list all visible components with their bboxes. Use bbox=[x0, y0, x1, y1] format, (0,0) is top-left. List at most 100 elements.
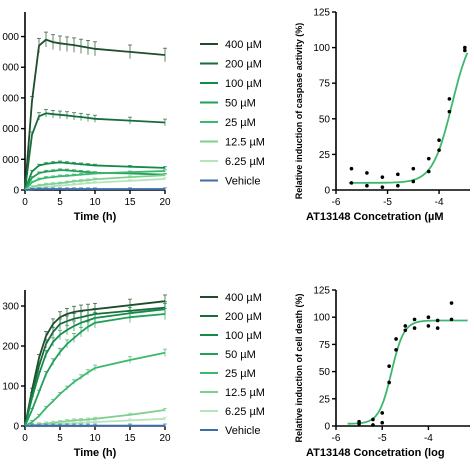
data-point bbox=[380, 175, 385, 179]
data-point bbox=[412, 326, 417, 330]
x-tick-label: -4 bbox=[424, 433, 433, 444]
y-tick-label: 0 bbox=[13, 186, 19, 197]
y-tick-label: 100 bbox=[313, 313, 330, 324]
y-tick-label: 0 bbox=[324, 422, 330, 433]
data-point bbox=[349, 181, 354, 185]
data-point bbox=[396, 172, 400, 177]
data-point bbox=[411, 166, 416, 171]
x-tick-label: 10 bbox=[89, 433, 101, 444]
y-axis-label: Relative induction of caspase activity (… bbox=[294, 23, 304, 200]
data-point bbox=[437, 138, 441, 142]
data-point bbox=[371, 423, 375, 427]
x-tick-label: 5 bbox=[57, 433, 63, 444]
legend-label: 200 µM bbox=[225, 311, 262, 323]
legend-label: 100 µM bbox=[225, 330, 262, 342]
x-tick-label: 20 bbox=[159, 433, 171, 444]
data-point bbox=[426, 315, 431, 320]
legend-label: 6.25 µM bbox=[225, 406, 265, 418]
data-point bbox=[412, 317, 417, 322]
data-point bbox=[426, 156, 431, 161]
x-tick-label: 0 bbox=[22, 433, 28, 444]
chart-caspase-dose: 0 25 50 75 100 125 -6 -5 -4 AT13148 Concetration … bbox=[294, 8, 470, 223]
x-tick-label: -6 bbox=[332, 197, 341, 208]
data-point bbox=[426, 324, 431, 328]
series-line-1 bbox=[24, 112, 166, 191]
data-point bbox=[394, 337, 398, 341]
x-tick-label: -6 bbox=[332, 433, 341, 444]
y-tick-label: 300 bbox=[2, 302, 19, 313]
y-tick-label: 200 bbox=[2, 342, 19, 353]
legend-label: 100 µM bbox=[225, 78, 262, 90]
y-axis-label: Relative induction of cell death (%) bbox=[294, 293, 304, 442]
chart-death-dose: 0 25 50 75 100 125 -6 -5 -4 AT13148 Concetration … bbox=[294, 286, 470, 459]
data-point bbox=[365, 171, 369, 175]
data-point bbox=[387, 364, 391, 368]
y-tick-label: 000 bbox=[2, 124, 19, 135]
series-line-4 bbox=[24, 351, 166, 427]
legend-label: 50 µM bbox=[225, 349, 256, 361]
series-line-7 bbox=[24, 188, 165, 191]
y-tick-label: 000 bbox=[2, 155, 19, 166]
chart-death-time: 0 100 200 300 0 5 10 15 20 Time (h) 400 µM 200 µM 10… bbox=[2, 290, 265, 459]
legend-label: 50 µM bbox=[225, 98, 256, 110]
data-point bbox=[380, 411, 385, 415]
y-tick-label: 000 bbox=[2, 63, 19, 74]
data-point bbox=[411, 179, 416, 184]
legend-label: 6.25 µM bbox=[225, 156, 265, 168]
data-point bbox=[349, 166, 354, 171]
y-tick-label: 125 bbox=[313, 8, 330, 19]
data-point bbox=[357, 419, 361, 424]
x-tick-label: 15 bbox=[124, 197, 136, 208]
series-line-2 bbox=[24, 161, 166, 191]
y-tick-label: 75 bbox=[319, 79, 331, 90]
data-point bbox=[394, 348, 398, 352]
x-axis-label: Time (h) bbox=[74, 211, 117, 223]
fit-curve bbox=[348, 52, 469, 184]
x-tick-label: -4 bbox=[435, 197, 444, 208]
data-point bbox=[426, 169, 431, 174]
y-tick-label: 75 bbox=[319, 340, 331, 351]
y-tick-label: 0 bbox=[324, 186, 330, 197]
data-point bbox=[403, 328, 408, 333]
series-line-3 bbox=[24, 313, 166, 427]
data-point bbox=[437, 148, 441, 152]
y-tick-label: 25 bbox=[319, 150, 331, 161]
x-tick-label: 10 bbox=[89, 197, 101, 208]
data-point bbox=[435, 318, 440, 323]
data-point bbox=[447, 97, 452, 101]
data-point bbox=[449, 301, 454, 305]
y-tick-label: 100 bbox=[2, 382, 19, 393]
series-line-0 bbox=[24, 38, 166, 191]
legend-label: Vehicle bbox=[225, 425, 260, 437]
legend-label: 12.5 µM bbox=[225, 387, 265, 399]
x-tick-label: 15 bbox=[124, 433, 136, 444]
data-point bbox=[396, 183, 400, 188]
data-point bbox=[380, 185, 385, 189]
x-tick-label: -5 bbox=[383, 197, 392, 208]
x-tick-label: 0 bbox=[22, 197, 28, 208]
data-point bbox=[380, 420, 385, 425]
data-point bbox=[435, 326, 440, 330]
y-tick-label: 25 bbox=[319, 394, 331, 405]
fit-curve bbox=[347, 319, 468, 425]
y-tick-label: 100 bbox=[313, 43, 330, 54]
data-point bbox=[387, 380, 391, 385]
y-tick-label: 125 bbox=[313, 286, 330, 297]
x-tick-label: -5 bbox=[378, 433, 387, 444]
x-axis-label: Time (h) bbox=[74, 447, 117, 459]
data-point bbox=[463, 48, 467, 53]
data-point bbox=[463, 45, 467, 50]
y-tick-label: 0 bbox=[13, 422, 19, 433]
data-point bbox=[371, 417, 375, 422]
legend-label: 12.5 µM bbox=[225, 137, 265, 149]
legend-label: 25 µM bbox=[225, 368, 256, 380]
y-tick-label: 50 bbox=[319, 367, 331, 378]
series-line-4 bbox=[24, 170, 166, 191]
legend-label: 25 µM bbox=[225, 117, 256, 129]
x-axis-label: AT13148 Concetration (µM bbox=[306, 211, 444, 223]
data-point bbox=[365, 183, 369, 188]
y-tick-label: 50 bbox=[319, 114, 331, 125]
data-point bbox=[447, 109, 452, 114]
